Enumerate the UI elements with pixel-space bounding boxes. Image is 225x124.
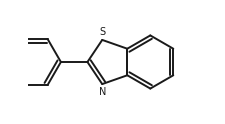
Text: S: S xyxy=(99,28,105,37)
Text: N: N xyxy=(99,87,106,96)
